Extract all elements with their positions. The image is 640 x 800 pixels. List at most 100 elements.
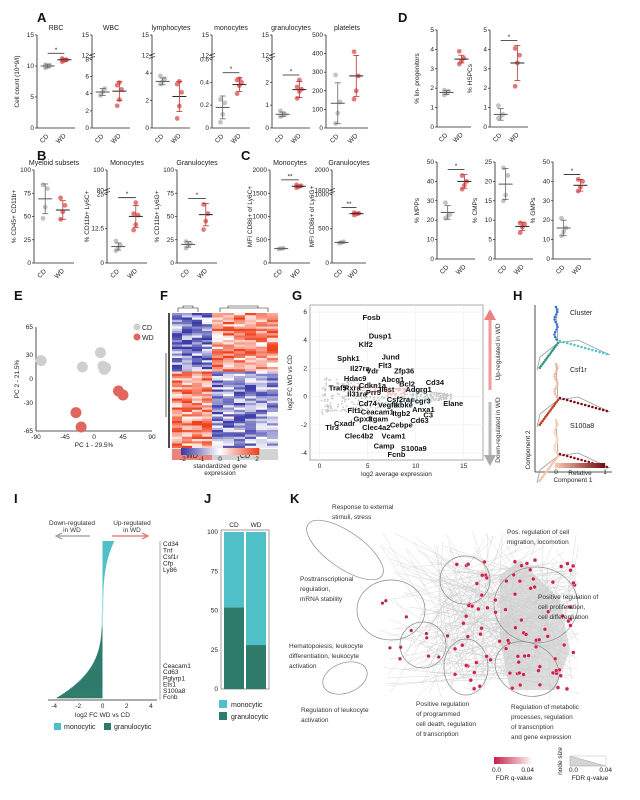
cell-point bbox=[539, 421, 543, 425]
cell-point bbox=[538, 423, 542, 427]
gene-point bbox=[371, 404, 374, 407]
data-point bbox=[517, 52, 522, 58]
heatmap-cell bbox=[202, 389, 212, 392]
network-edge bbox=[390, 618, 436, 640]
y-tick-label: 5 bbox=[30, 94, 34, 101]
heatmap-cell bbox=[245, 373, 256, 377]
colorbar-segment bbox=[245, 448, 248, 455]
heatmap-cell bbox=[202, 387, 212, 390]
go-term-node bbox=[398, 657, 402, 661]
heatmap-cell bbox=[192, 425, 202, 428]
data-point bbox=[47, 62, 53, 68]
heatmap-cell bbox=[223, 439, 234, 442]
cell-point bbox=[601, 408, 605, 412]
heatmap-cell bbox=[182, 405, 192, 408]
heatmap-cell bbox=[192, 358, 202, 361]
heatmap-cell bbox=[267, 418, 278, 422]
y-tick-label: 65 bbox=[26, 324, 34, 331]
gene-label: Prr5 bbox=[366, 388, 381, 397]
cell-point bbox=[556, 382, 559, 386]
heatmap-cell bbox=[212, 371, 223, 374]
gene-bar bbox=[71, 687, 103, 689]
gene-bar bbox=[93, 662, 103, 664]
y-tick-label: 1 bbox=[430, 105, 434, 112]
gene-point bbox=[323, 388, 326, 391]
heatmap-cell bbox=[212, 376, 223, 379]
y-tick-label: 75 bbox=[167, 190, 175, 197]
data-point bbox=[456, 48, 462, 54]
heatmap-cell bbox=[223, 425, 234, 428]
heatmap-cell bbox=[202, 362, 212, 365]
cell-point bbox=[551, 406, 554, 409]
data-point bbox=[179, 89, 184, 95]
heatmap-cell bbox=[182, 427, 192, 431]
gene-bar bbox=[102, 581, 104, 583]
gene-bar bbox=[102, 544, 113, 547]
gene-point bbox=[411, 402, 414, 405]
axis-break-mark bbox=[268, 53, 276, 59]
x-tick-label: CD bbox=[272, 268, 284, 280]
heatmap-cell bbox=[212, 351, 223, 354]
gene-point bbox=[347, 382, 350, 385]
gene-bar bbox=[92, 663, 103, 665]
heatmap-cell bbox=[202, 351, 212, 354]
x-tick-label: CD bbox=[497, 264, 509, 276]
cell-point bbox=[556, 341, 560, 345]
gene-label: Flt3 bbox=[378, 361, 391, 370]
gene-point bbox=[350, 382, 352, 385]
heatmap-cell bbox=[212, 331, 223, 334]
heatmap-cell bbox=[256, 407, 267, 410]
colorbar-segment bbox=[255, 448, 258, 455]
heatmap-cell bbox=[256, 427, 267, 431]
gene-bar bbox=[102, 566, 106, 568]
gene-bar bbox=[101, 611, 103, 613]
heatmap-cell bbox=[256, 443, 267, 446]
heatmap-cell bbox=[172, 315, 182, 318]
gene-bar bbox=[99, 645, 103, 647]
go-term-node bbox=[554, 668, 559, 673]
gene-point bbox=[336, 385, 338, 388]
data-point bbox=[580, 179, 585, 184]
heatmap-cell bbox=[172, 418, 182, 422]
data-point bbox=[559, 215, 564, 221]
colorbar-segment bbox=[249, 448, 252, 455]
down-arrow-head bbox=[484, 455, 496, 466]
cell-point bbox=[549, 351, 553, 354]
gene-point bbox=[350, 406, 353, 409]
cell-point bbox=[573, 400, 576, 404]
heatmap-cell bbox=[182, 346, 192, 350]
heatmap-cell bbox=[267, 421, 278, 424]
heatmap-cell bbox=[212, 389, 223, 392]
y-tick-label: 30 bbox=[543, 198, 551, 205]
network-edge bbox=[551, 567, 578, 584]
heatmap-cell bbox=[267, 313, 278, 316]
data-point bbox=[162, 76, 168, 82]
gene-point bbox=[425, 397, 427, 400]
go-term-node bbox=[493, 597, 498, 603]
colorbar-label: standardized gene bbox=[193, 463, 247, 470]
gene-bar bbox=[102, 580, 105, 582]
go-term-node bbox=[537, 637, 542, 642]
heatmap-cell bbox=[192, 391, 202, 395]
cluster-label: Regulation of leukocyte activation bbox=[301, 707, 369, 724]
network-edge bbox=[382, 594, 522, 681]
heatmap-cell bbox=[223, 443, 234, 446]
y-tick-label: 25 bbox=[97, 191, 105, 198]
gene-point bbox=[340, 409, 342, 412]
heatmap-cell bbox=[212, 430, 223, 433]
plot-title: WBC bbox=[103, 25, 119, 32]
heatmap-cell bbox=[234, 398, 245, 401]
data-point bbox=[234, 91, 240, 97]
cell-point bbox=[576, 344, 580, 348]
heatmap-cell bbox=[245, 387, 256, 390]
heatmap-cell bbox=[182, 315, 192, 318]
heatmap-cell bbox=[267, 353, 278, 356]
colorbar-segment bbox=[570, 463, 573, 468]
colorbar-segment bbox=[251, 448, 254, 455]
gene-point bbox=[404, 388, 407, 390]
heatmap-cell bbox=[234, 367, 245, 370]
go-term-node bbox=[533, 644, 539, 650]
gene-point bbox=[345, 386, 348, 388]
heatmap-cell bbox=[212, 423, 223, 426]
